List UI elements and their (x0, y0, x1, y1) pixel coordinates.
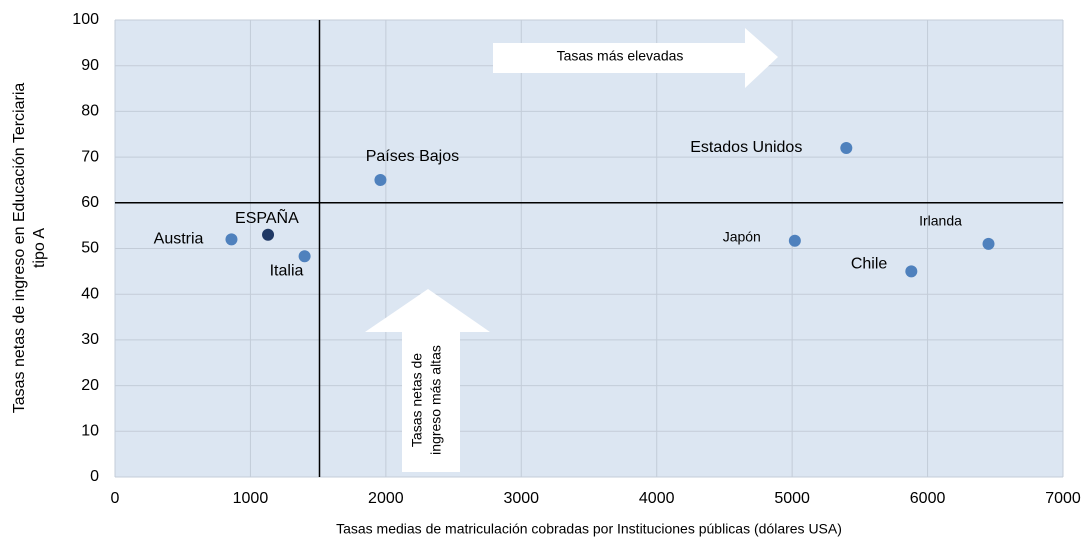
annotation: ingreso más altas (428, 345, 444, 455)
point-label: Austria (154, 231, 204, 248)
point-label: ESPAÑA (235, 207, 299, 227)
point (905, 265, 918, 278)
y-tick-label: 100 (72, 11, 99, 28)
reference-lines (115, 20, 1063, 477)
y-tick-label: 30 (81, 331, 99, 348)
annotation: Tasas netas de (409, 353, 425, 447)
point-label: Estados Unidos (690, 139, 802, 156)
right-arrow (493, 28, 778, 88)
x-tick-label: 3000 (503, 490, 539, 507)
point (788, 234, 801, 247)
x-tick-label: 4000 (639, 490, 675, 507)
y-tick-label: 40 (81, 285, 99, 302)
y-tick-label: 50 (81, 240, 99, 257)
point-label: Países Bajos (366, 148, 459, 165)
x-tick-label: 1000 (233, 490, 269, 507)
point (982, 237, 995, 250)
point (298, 250, 311, 263)
point-label: Irlanda (919, 213, 962, 229)
y-tick-label: 80 (81, 103, 99, 120)
y-axis-label: tipo A (31, 228, 48, 268)
y-tick-label: 0 (90, 468, 99, 485)
point (374, 173, 387, 186)
point (840, 141, 853, 154)
point-label: Chile (851, 256, 888, 273)
point (225, 233, 238, 246)
y-axis-label: Tasas netas de ingreso en Educación Terc… (11, 83, 28, 414)
x-tick-label: 0 (111, 490, 120, 507)
x-tick-label: 2000 (368, 490, 404, 507)
y-tick-label: 70 (81, 148, 99, 165)
point-label: Japón (723, 228, 761, 244)
x-axis-label: Tasas medias de matriculación cobradas p… (336, 521, 842, 537)
x-tick-label: 6000 (910, 490, 946, 507)
y-tick-label: 20 (81, 377, 99, 394)
point-label: Italia (270, 262, 304, 279)
y-tick-label: 90 (81, 57, 99, 74)
x-tick-label: 5000 (774, 490, 810, 507)
up-arrow (365, 289, 490, 472)
x-tick-label: 7000 (1045, 490, 1081, 507)
annotation: Tasas más elevadas (557, 48, 684, 64)
point (262, 228, 275, 241)
y-tick-label: 60 (81, 194, 99, 211)
y-tick-label: 10 (81, 423, 99, 440)
